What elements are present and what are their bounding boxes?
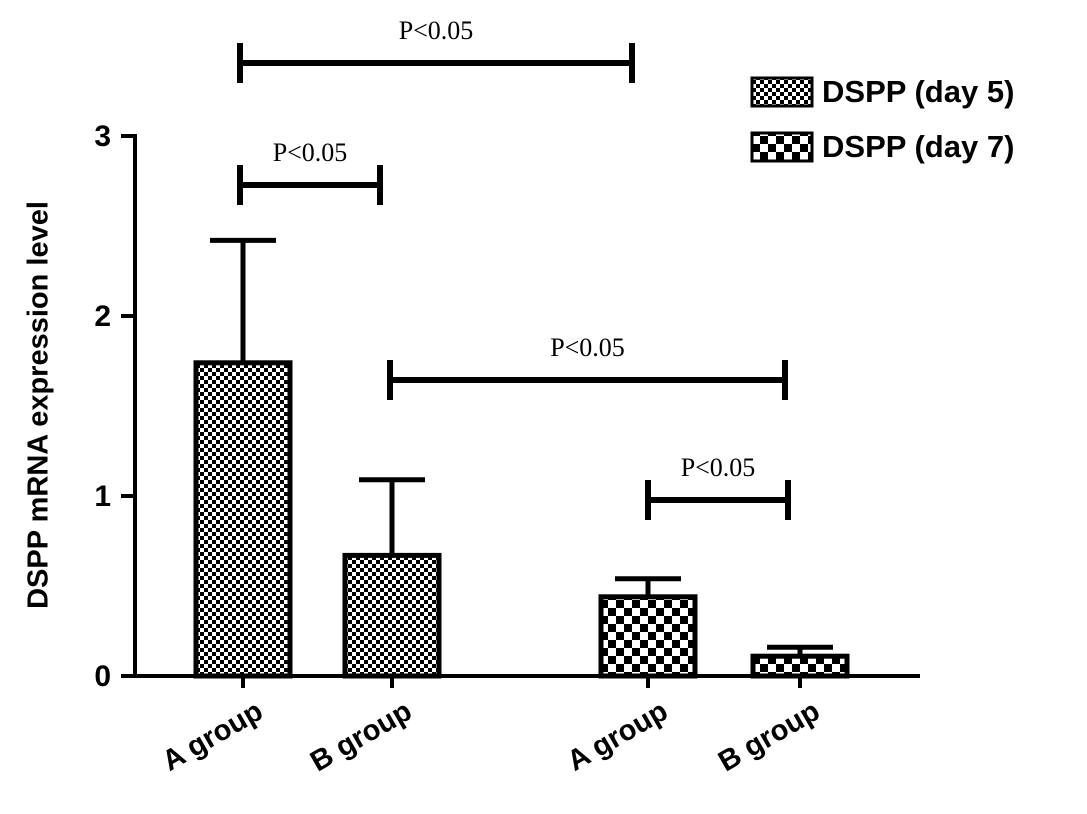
bar	[193, 360, 293, 679]
bar	[750, 653, 850, 679]
y-tick-label: 1	[94, 480, 111, 513]
bar	[342, 552, 442, 679]
x-tick-label: A group	[157, 695, 268, 778]
x-tick-label: B group	[305, 695, 417, 778]
legend-swatch	[750, 76, 814, 108]
y-tick-label: 3	[94, 120, 111, 153]
y-axis-label: DSPP mRNA expression level	[23, 201, 55, 609]
significance-bracket	[645, 480, 791, 520]
legend-label: DSPP (day 7)	[822, 129, 1014, 164]
legend-label: DSPP (day 5)	[822, 74, 1014, 109]
significance-bracket	[387, 360, 788, 400]
annotation: P<0.05	[681, 453, 756, 482]
bar	[598, 594, 698, 679]
x-tick-label: A group	[562, 695, 673, 778]
annotation: P<0.05	[399, 16, 474, 45]
x-tick-label: B group	[713, 695, 825, 778]
significance-bracket	[237, 43, 635, 83]
annotation: P<0.05	[273, 138, 348, 167]
significance-bracket	[237, 165, 383, 205]
annotation: P<0.05	[550, 333, 625, 362]
y-tick-label: 0	[94, 660, 111, 693]
legend-swatch	[750, 131, 814, 163]
y-tick-label: 2	[94, 300, 111, 333]
